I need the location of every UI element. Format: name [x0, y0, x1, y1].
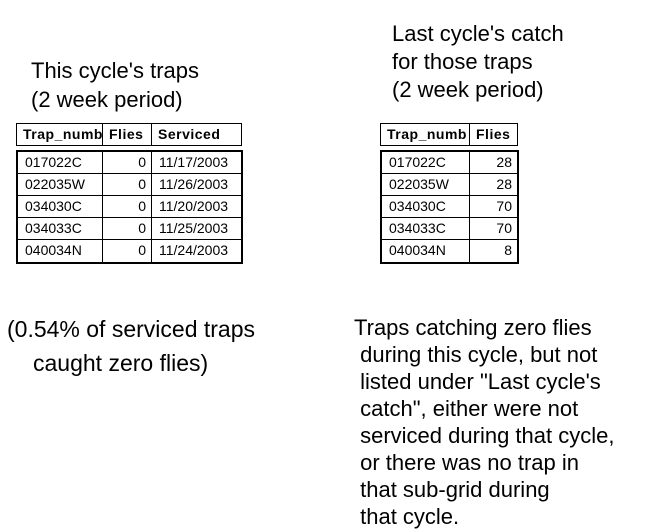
- cell-flies: 0: [103, 196, 152, 217]
- cell-trap-number: 040034N: [18, 240, 103, 262]
- table-row: 040034N 8: [382, 240, 517, 262]
- cell-serviced: 11/17/2003: [159, 154, 229, 170]
- cell-trap-number: 017022C: [18, 152, 103, 173]
- column-header-flies: Flies: [476, 126, 511, 142]
- cell-serviced: 11/20/2003: [159, 198, 229, 214]
- table-row: 034033C 70: [382, 218, 517, 240]
- cell-trap-number: 034033C: [18, 218, 103, 239]
- cell-serviced: 11/24/2003: [159, 242, 229, 258]
- cell-trap-number: 017022C: [382, 152, 470, 173]
- table-row: 034030C 70: [382, 196, 517, 218]
- table-header-row: Trap_numb Flies: [380, 123, 518, 146]
- cell-flies: 0: [103, 152, 152, 173]
- table-body: 017022C 28 022035W 28 034030C 70 034033C…: [380, 150, 519, 264]
- right-title-line2: for those traps: [392, 49, 533, 74]
- last-cycle-catch-table: Trap_numb Flies 017022C 28 022035W 28 03…: [380, 123, 519, 264]
- note-left-line2: caught zero flies): [33, 350, 209, 376]
- cell-flies: 70: [496, 198, 512, 214]
- column-header-trap-number: Trap_numb: [17, 124, 103, 145]
- left-title-line2: (2 week period): [31, 87, 183, 112]
- right-title-line3: (2 week period): [392, 77, 544, 102]
- column-header-serviced: Serviced: [158, 126, 221, 142]
- column-header-flies: Flies: [103, 124, 152, 145]
- zero-flies-percentage-note: (0.54% of serviced traps caught zero fli…: [7, 312, 255, 380]
- cell-trap-number: 034030C: [382, 196, 470, 217]
- column-header-trap-number: Trap_numb: [381, 124, 470, 145]
- cell-flies: 28: [496, 154, 512, 170]
- missing-traps-explanation-note: Traps catching zero flies during this cy…: [354, 315, 615, 529]
- cell-serviced: 11/26/2003: [159, 176, 229, 192]
- right-title-line1: Last cycle's catch: [392, 21, 564, 46]
- table-row: 017022C 28: [382, 152, 517, 174]
- this-cycle-traps-table: Trap_numb Flies Serviced 017022C 0 11/17…: [16, 123, 243, 264]
- cell-flies: 0: [103, 218, 152, 239]
- cell-trap-number: 022035W: [18, 174, 103, 195]
- table-row: 034030C 0 11/20/2003: [18, 196, 241, 218]
- cell-flies: 0: [103, 174, 152, 195]
- note-left-line1: (0.54% of serviced traps: [7, 316, 256, 342]
- cell-flies: 28: [496, 176, 512, 192]
- cell-flies: 0: [103, 240, 152, 262]
- table-row: 022035W 28: [382, 174, 517, 196]
- cell-flies: 8: [504, 242, 512, 258]
- cell-flies: 70: [496, 220, 512, 236]
- cell-serviced: 11/25/2003: [159, 220, 229, 236]
- table-row: 040034N 0 11/24/2003: [18, 240, 241, 262]
- cell-trap-number: 022035W: [382, 174, 470, 195]
- table-row: 034033C 0 11/25/2003: [18, 218, 241, 240]
- table-row: 022035W 0 11/26/2003: [18, 174, 241, 196]
- cell-trap-number: 034030C: [18, 196, 103, 217]
- table-header-row: Trap_numb Flies Serviced: [16, 123, 242, 146]
- right-table-title: Last cycle's catch for those traps (2 we…: [392, 20, 564, 104]
- table-body: 017022C 0 11/17/2003 022035W 0 11/26/200…: [16, 150, 243, 264]
- table-row: 017022C 0 11/17/2003: [18, 152, 241, 174]
- left-title-line1: This cycle's traps: [31, 58, 200, 83]
- cell-trap-number: 040034N: [382, 240, 470, 262]
- cell-trap-number: 034033C: [382, 218, 470, 239]
- left-table-title: This cycle's traps (2 week period): [31, 56, 199, 114]
